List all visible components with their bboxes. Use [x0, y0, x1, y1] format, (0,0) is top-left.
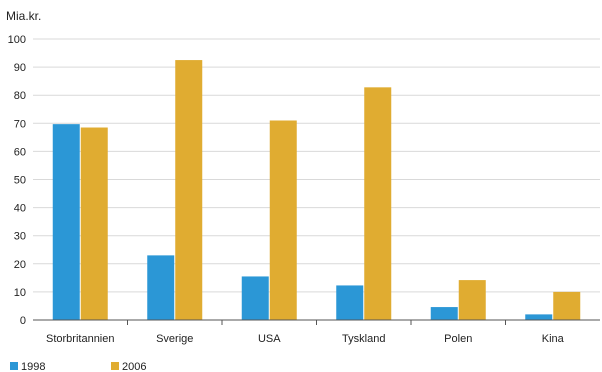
legend: 1998 2006 — [10, 361, 146, 372]
gridlines — [33, 38, 600, 293]
x-tick-label: Kina — [542, 333, 565, 345]
bar-1998-sverige — [147, 255, 175, 320]
legend-swatch-2006 — [111, 362, 119, 370]
x-tick-label: Polen — [444, 333, 472, 345]
bar-2006-storbritannien — [80, 127, 108, 320]
y-tick-label: 30 — [14, 231, 26, 243]
y-tick-label: 20 — [14, 259, 26, 271]
y-tick-label: 100 — [8, 34, 26, 46]
bar-2006-usa — [269, 120, 297, 321]
bar-2006-tyskland — [364, 87, 392, 320]
legend-swatch-1998 — [10, 362, 18, 370]
x-tick-label: USA — [258, 333, 281, 345]
bar-1998-usa — [241, 276, 269, 320]
y-tick-label: 60 — [14, 146, 26, 158]
y-tick-label: 70 — [14, 118, 26, 130]
bar-2006-kina — [553, 291, 581, 320]
y-axis-tick-labels: 0 10 20 30 40 50 60 70 80 90 100 — [8, 34, 26, 327]
bar-1998-tyskland — [336, 285, 364, 320]
x-tick-label: Sverige — [156, 333, 193, 345]
legend-label: 2006 — [122, 361, 146, 372]
bar-1998-kina — [525, 314, 553, 320]
bar-2006-sverige — [175, 60, 203, 320]
y-tick-label: 10 — [14, 287, 26, 299]
legend-label: 1998 — [21, 361, 45, 372]
y-tick-label: 50 — [14, 175, 26, 187]
y-tick-label: 0 — [20, 315, 26, 327]
x-tick-label: Storbritannien — [46, 333, 115, 345]
y-tick-label: 40 — [14, 203, 26, 215]
bar-2006-polen — [458, 280, 486, 320]
bar-1998-storbritannien — [52, 124, 80, 320]
x-axis-tick-labels: Storbritannien Sverige USA Tyskland Polen Kin… — [46, 320, 565, 345]
bars — [52, 60, 581, 321]
bar-1998-polen — [430, 307, 458, 320]
y-tick-label: 80 — [14, 90, 26, 102]
y-tick-label: 90 — [14, 62, 26, 74]
x-tick-label: Tyskland — [342, 333, 385, 345]
y-axis-title: Mia.kr. — [6, 9, 41, 23]
